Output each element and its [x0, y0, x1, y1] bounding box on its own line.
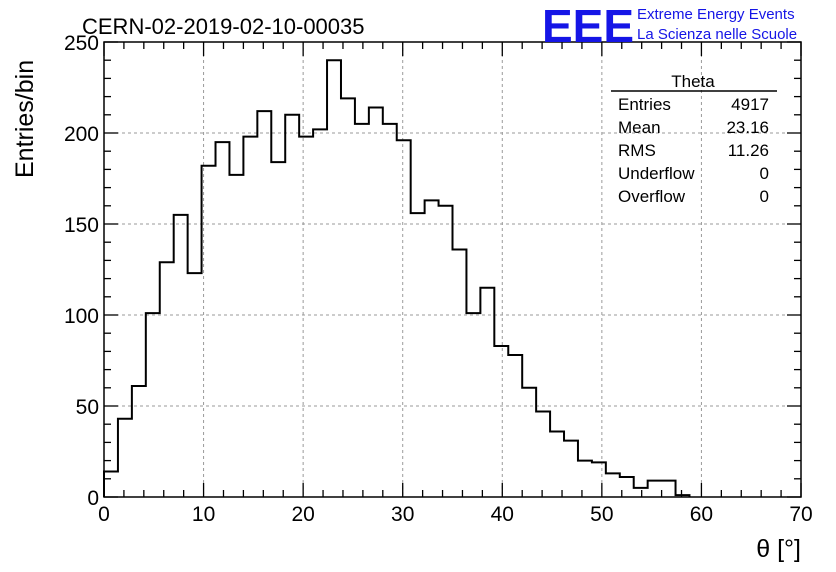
y-tick-label: 200 [64, 123, 99, 146]
logo-line-2: La Scienza nelle Scuole [637, 26, 797, 43]
x-tick-label: 0 [98, 503, 110, 526]
stats-row-label: RMS [618, 141, 656, 160]
x-tick-label: 20 [291, 503, 314, 526]
y-tick-label: 50 [76, 396, 99, 419]
stats-box-title: Theta [671, 72, 715, 91]
x-tick-label: 60 [690, 503, 713, 526]
stats-row-value: 4917 [731, 95, 769, 114]
logo: EEE Extreme Energy Events La Scienza nel… [542, 0, 797, 52]
stats-row-value: 11.26 [728, 141, 769, 160]
stats-row-label: Entries [618, 95, 671, 114]
logo-line-1: Extreme Energy Events [637, 6, 795, 23]
tick-labels: 0 10 20 30 40 50 60 70 0 50 100 150 200 250 [64, 32, 813, 526]
stats-row-value: 0 [760, 187, 769, 206]
y-axis-label: Entries/bin [11, 60, 39, 178]
x-tick-label: 10 [192, 503, 215, 526]
y-tick-label: 100 [64, 305, 99, 328]
x-axis-label: θ [°] [756, 535, 801, 563]
y-tick-label: 250 [64, 32, 99, 55]
y-tick-label: 150 [64, 214, 99, 237]
axis-ticks [103, 41, 802, 498]
histogram-line [103, 59, 691, 497]
x-tick-label: 50 [590, 503, 613, 526]
stats-row-label: Mean [618, 118, 661, 137]
chart-title: CERN-02-2019-02-10-00035 [82, 14, 365, 39]
x-tick-label: 30 [391, 503, 414, 526]
stats-row-value: 0 [760, 164, 769, 183]
grid-lines [104, 42, 801, 497]
x-tick-label: 40 [491, 503, 514, 526]
stats-row-label: Underflow [618, 164, 695, 183]
plot-frame [103, 41, 802, 498]
y-tick-label: 0 [87, 487, 99, 510]
stats-box: Theta Entries 4917 Mean 23.16 RMS 11.26 Underf… [611, 72, 777, 206]
stats-row-value: 23.16 [726, 118, 769, 137]
stats-row-label: Overflow [618, 187, 686, 206]
x-tick-label: 70 [789, 503, 812, 526]
logo-mark: EEE [542, 0, 634, 52]
